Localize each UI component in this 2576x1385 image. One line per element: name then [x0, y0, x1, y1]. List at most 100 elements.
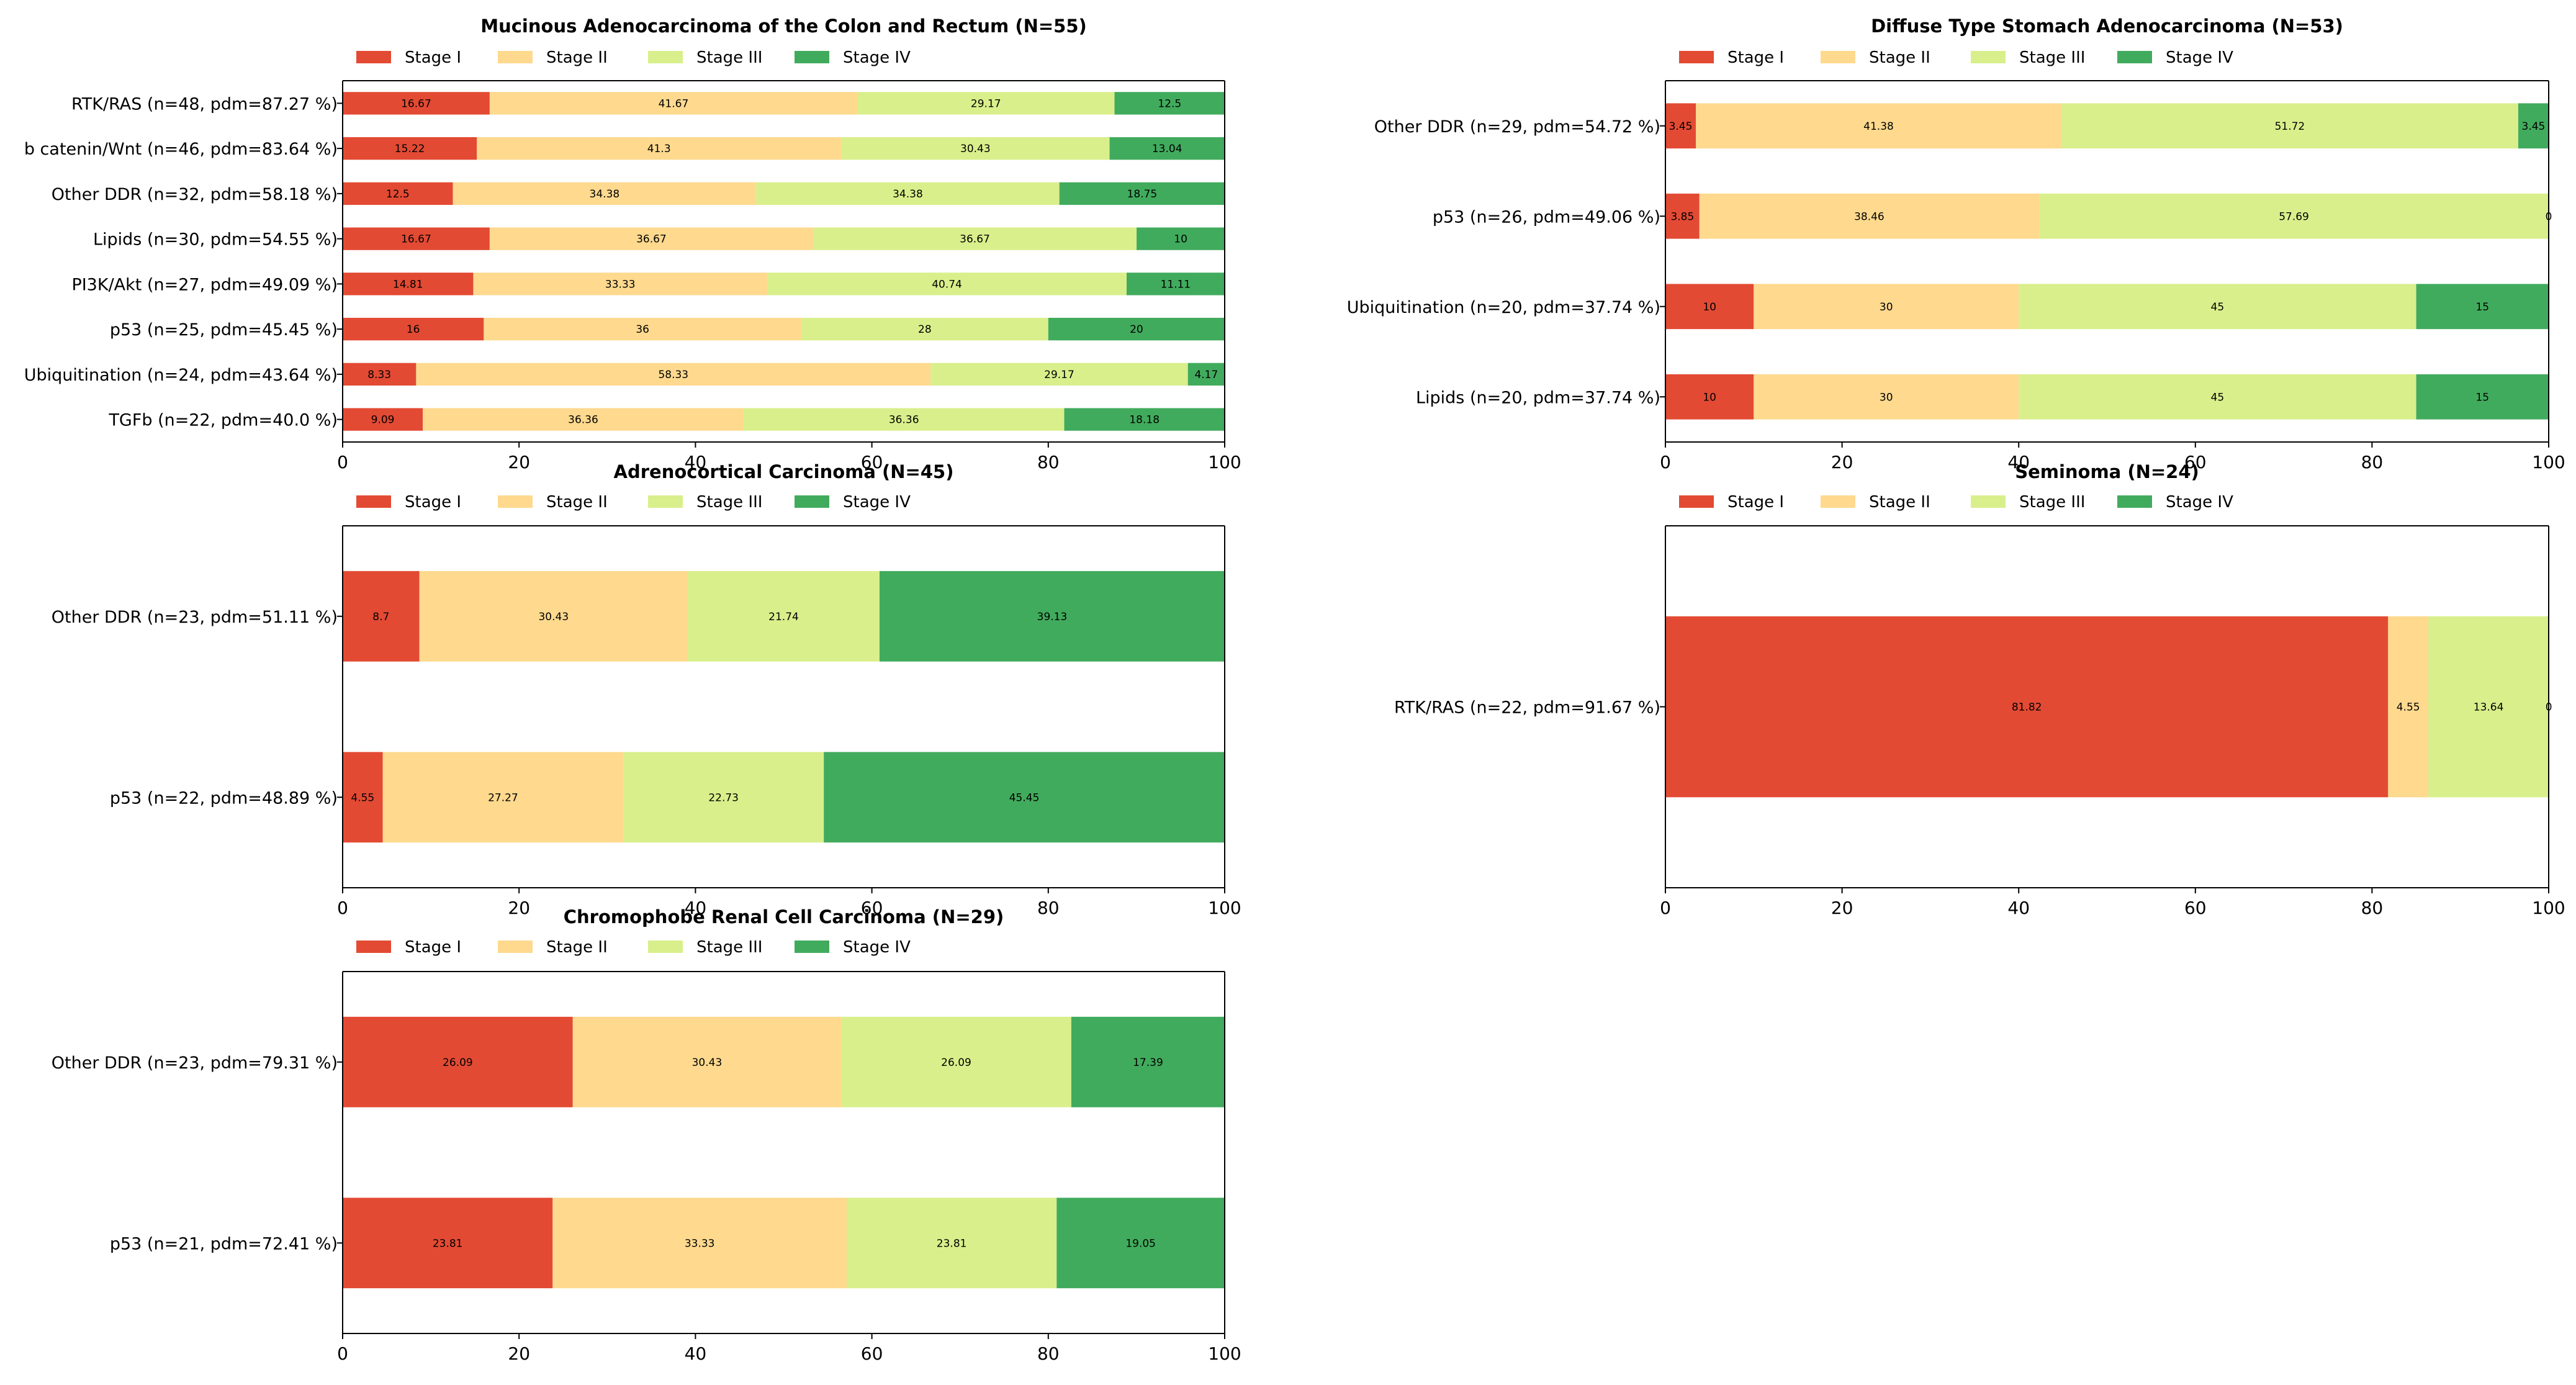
data-label-2-0-0: 8.7 — [372, 611, 389, 623]
data-label-0-3-1: 36.67 — [636, 233, 667, 246]
legend-swatch-stage-2-4 — [498, 941, 533, 953]
legend-label-stage-1-1: Stage I — [1727, 48, 1784, 67]
bar-segment-stage-3-1-3 — [2019, 374, 2416, 420]
data-label-0-2-0: 12.5 — [386, 188, 410, 201]
data-label-0-4-1: 33.33 — [605, 278, 636, 291]
data-label-1-3-0: 10 — [1703, 391, 1716, 404]
legend-swatch-stage-1-3 — [1679, 495, 1714, 508]
x-tick-label-3-1: 20 — [1831, 898, 1853, 918]
data-label-1-1-1: 38.46 — [1854, 210, 1885, 223]
chart-title-0: Mucinous Adenocarcinoma of the Colon and… — [480, 16, 1087, 37]
bar-segment-stage-3-4-1 — [846, 1198, 1057, 1289]
bar-segment-stage-3-2-1 — [623, 752, 824, 843]
data-label-0-3-3: 10 — [1174, 233, 1187, 246]
bar-segment-stage-2-4-1 — [552, 1198, 847, 1289]
data-label-0-7-3: 18.18 — [1129, 414, 1160, 426]
legend-label-stage-1-3: Stage I — [1727, 493, 1784, 512]
data-label-1-0-3: 3.45 — [2522, 120, 2546, 133]
bar-segment-stage-2-1-3 — [1754, 374, 2019, 420]
x-tick-label-4-4: 80 — [1037, 1343, 1060, 1364]
bar-segment-stage-4-4-0 — [1071, 1016, 1225, 1108]
bar-segment-stage-3-0-3 — [813, 227, 1137, 250]
legend-swatch-stage-4-2 — [795, 495, 829, 508]
bar-segment-stage-2-1-0 — [1696, 103, 2061, 149]
data-label-0-6-2: 29.17 — [1044, 369, 1074, 381]
data-label-4-0-1: 30.43 — [692, 1057, 723, 1069]
bar-segment-stage-4-1-2 — [2416, 284, 2549, 330]
data-label-4-1-0: 23.81 — [433, 1237, 463, 1250]
bar-segment-stage-2-0-1 — [477, 137, 842, 160]
legend-label-stage-1-0: Stage I — [405, 48, 461, 67]
bar-segment-stage-3-0-7 — [743, 408, 1065, 431]
data-label-4-1-3: 19.05 — [1125, 1237, 1156, 1250]
data-label-1-0-1: 41.38 — [1863, 120, 1894, 133]
bar-segment-stage-1-2-0 — [343, 571, 420, 662]
data-label-3-0-2: 13.64 — [2474, 702, 2504, 714]
category-label-1-3: Lipids (n=20, pdm=37.74 %) — [1416, 388, 1660, 407]
data-label-0-4-3: 11.11 — [1161, 278, 1191, 291]
x-tick-label-1-5: 100 — [2532, 452, 2565, 472]
data-label-0-0-0: 16.67 — [401, 97, 431, 110]
data-label-2-0-3: 39.13 — [1037, 611, 1068, 623]
legend-label-stage-4-1: Stage IV — [2166, 48, 2233, 67]
data-label-0-7-1: 36.36 — [568, 414, 598, 426]
x-tick-label-2-1: 20 — [508, 898, 530, 918]
bar-segment-stage-3-4-0 — [841, 1016, 1071, 1108]
legend-box-2 — [349, 488, 940, 517]
x-tick-label-4-5: 100 — [1208, 1343, 1241, 1364]
data-label-0-7-2: 36.36 — [889, 414, 919, 426]
data-label-0-5-3: 20 — [1130, 323, 1143, 336]
data-label-2-1-1: 27.27 — [488, 792, 518, 804]
legend-label-stage-3-4: Stage III — [696, 938, 762, 957]
bar-segment-stage-4-2-0 — [879, 571, 1225, 662]
legend-label-stage-1-4: Stage I — [405, 938, 461, 957]
bar-segment-stage-1-0-0 — [343, 92, 490, 115]
bar-segment-stage-1-0-6 — [343, 363, 417, 386]
data-label-4-1-2: 23.81 — [937, 1237, 967, 1250]
bar-segment-stage-3-3-0 — [2428, 616, 2549, 798]
bar-segment-stage-4-0-0 — [1114, 92, 1225, 115]
legend-label-stage-2-1: Stage II — [1869, 48, 1930, 67]
x-tick-label-3-5: 100 — [2532, 898, 2565, 918]
data-label-0-5-2: 28 — [918, 323, 932, 336]
data-label-0-3-2: 36.67 — [960, 233, 990, 246]
bar-segment-stage-1-0-4 — [343, 273, 474, 295]
legend-swatch-stage-3-2 — [648, 495, 683, 508]
bar-segment-stage-3-0-5 — [801, 317, 1048, 341]
bar-segment-stage-3-1-1 — [2039, 193, 2549, 239]
x-tick-label-0-5: 100 — [1208, 452, 1241, 472]
bar-segment-stage-3-0-1 — [841, 137, 1110, 160]
category-label-0-1: b catenin/Wnt (n=46, pdm=83.64 %) — [24, 140, 338, 159]
data-label-1-3-3: 15 — [2475, 391, 2489, 404]
bar-segment-stage-4-1-0 — [2518, 103, 2549, 149]
data-label-0-6-0: 8.33 — [367, 369, 391, 381]
legend-swatch-stage-4-0 — [795, 51, 829, 63]
bar-segment-stage-1-0-7 — [343, 408, 423, 431]
bar-segment-stage-1-1-0 — [1665, 103, 1696, 149]
legend-box-3 — [1672, 488, 2263, 517]
bar-segment-stage-2-3-0 — [2388, 616, 2429, 798]
bar-segment-stage-3-1-2 — [2019, 284, 2416, 330]
data-label-1-2-2: 45 — [2211, 301, 2225, 314]
legend-swatch-stage-4-4 — [795, 941, 829, 953]
bar-segment-stage-2-0-5 — [484, 317, 801, 341]
data-label-1-2-3: 15 — [2475, 301, 2489, 314]
x-tick-label-0-3: 60 — [861, 452, 883, 472]
category-label-0-4: PI3K/Akt (n=27, pdm=49.09 %) — [71, 275, 338, 294]
legend-label-stage-2-4: Stage II — [546, 938, 608, 957]
data-label-4-0-3: 17.39 — [1133, 1057, 1163, 1069]
data-label-4-0-2: 26.09 — [941, 1057, 971, 1069]
bar-segment-stage-1-0-1 — [343, 137, 477, 160]
bar-segment-stage-2-4-0 — [572, 1016, 842, 1108]
data-label-0-0-2: 29.17 — [971, 97, 1001, 110]
bar-segment-stage-1-2-1 — [343, 752, 383, 843]
data-label-0-1-1: 41.3 — [647, 143, 671, 155]
bar-segment-stage-3-1-0 — [2061, 103, 2518, 149]
x-tick-label-2-4: 80 — [1037, 898, 1060, 918]
data-label-4-1-1: 33.33 — [685, 1237, 715, 1250]
data-label-0-1-3: 13.04 — [1152, 143, 1182, 155]
x-tick-label-0-1: 20 — [508, 452, 530, 472]
legend-box-1 — [1672, 43, 2263, 72]
legend-swatch-stage-1-1 — [1679, 51, 1714, 63]
data-label-1-2-0: 10 — [1703, 301, 1716, 314]
